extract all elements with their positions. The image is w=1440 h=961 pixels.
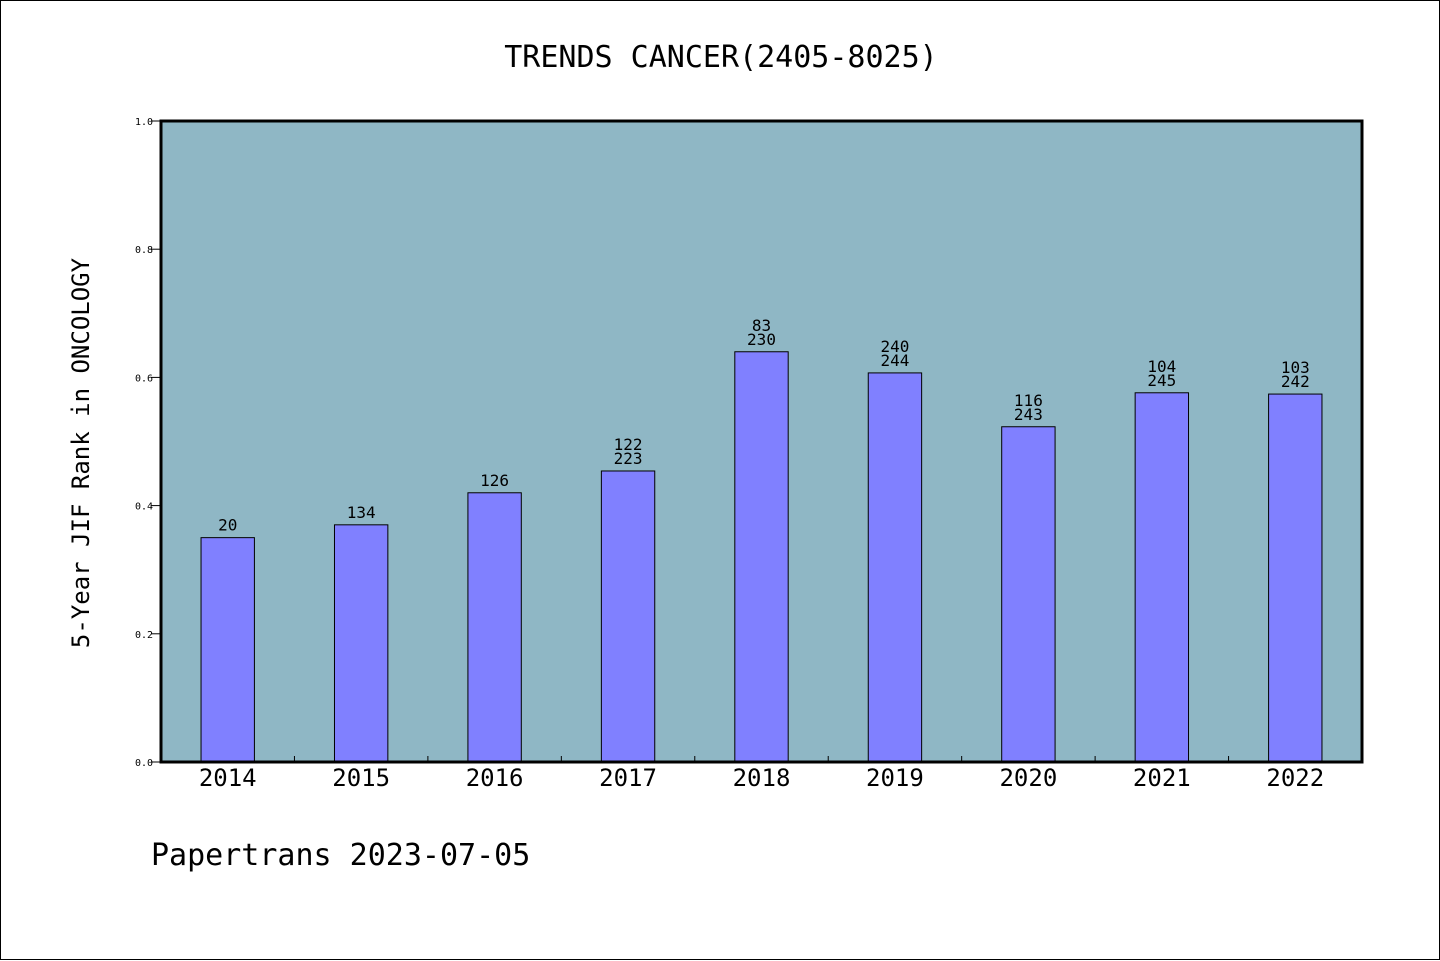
data-label-2022-1: 242 [1281,372,1310,391]
data-label-2019-1: 244 [880,351,909,370]
footer-credit: Papertrans 2023-07-05 [151,838,530,873]
data-label-2017-0: 122 [614,435,643,454]
y-tick-label-0.0: 0.0 [135,758,153,769]
bar-2014 [200,537,255,763]
bar-2022 [1268,393,1323,763]
data-label-2017-1: 223 [614,449,643,468]
bar-2018 [734,351,789,763]
plot-border [159,119,1364,764]
data-label-2021-0: 104 [1147,357,1176,376]
bar-2020 [1001,426,1056,763]
bar-2017 [600,470,656,763]
x-tick-label-2020: 2020 [999,764,1057,792]
data-label-2018-1: 230 [747,330,776,349]
y-tick-label-0.8: 0.8 [135,245,153,256]
data-label-2014-0: 20 [218,516,237,535]
x-tick-label-2021: 2021 [1133,764,1191,792]
x-tick-label-2022: 2022 [1266,764,1324,792]
bar-2019 [867,372,923,763]
y-tick-label-0.6: 0.6 [135,373,153,384]
data-label-2021-1: 245 [1147,371,1176,390]
y-tick-label-0.4: 0.4 [135,502,153,513]
y-axis-label: 5-Year JIF Rank in ONCOLOGY [67,257,95,648]
data-label-2019-0: 240 [880,337,909,356]
y-tick-label-0.2: 0.2 [135,630,153,641]
x-tick-label-2014: 2014 [199,764,257,792]
data-label-2018-0: 83 [752,316,771,335]
bar-2015 [333,524,389,763]
chart-title: TRENDS CANCER(2405-8025) [504,40,937,75]
data-label-2020-0: 116 [1014,391,1043,410]
x-tick-label-2018: 2018 [733,764,791,792]
ticks-layer: 2014 2015 2016 2017 2018 2019 2020 2021 2022 0.0 0… [135,117,1324,792]
x-tick-label-2015: 2015 [332,764,390,792]
data-label-2015-0: 134 [347,503,376,522]
x-tick-label-2016: 2016 [466,764,524,792]
bar-2021 [1134,392,1190,763]
x-tick-label-2017: 2017 [599,764,657,792]
y-tick-label-1.0: 1.0 [135,117,153,128]
data-label-2022-0: 103 [1281,358,1310,377]
data-label-2020-1: 243 [1014,405,1043,424]
bar-2016 [467,492,522,763]
x-tick-label-2019: 2019 [866,764,924,792]
data-label-2016-0: 126 [480,471,509,490]
